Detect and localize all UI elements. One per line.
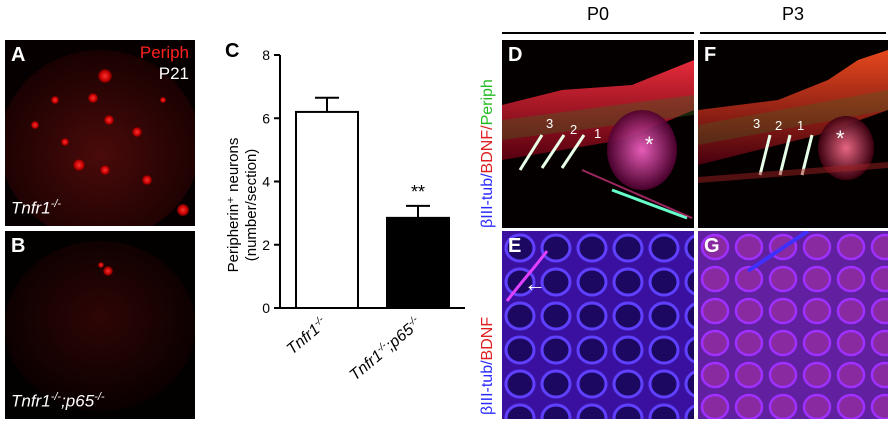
panel-g-micrograph: G — [698, 231, 888, 419]
panel-d-num-1: 1 — [594, 126, 602, 141]
x-tick-label-2: Tnfr1-/-;p65-/- — [346, 314, 425, 384]
panel-c-bar-chart: Peripherin⁺ neurons (number/section) 0 2 4… — [225, 47, 465, 384]
panel-e-arrow: ← — [524, 271, 546, 296]
panel-a-genotype-base: Tnfr1 — [11, 198, 51, 218]
side-label-part-5: Periph — [479, 79, 496, 125]
panel-f-num-2: 2 — [775, 118, 783, 133]
panel-f-num-3: 3 — [753, 116, 761, 131]
panel-a-micrograph: A Periph P21 Tnfr1-/- — [5, 40, 195, 226]
svg-text:Tnfr1-/-: Tnfr1-/- — [283, 314, 331, 358]
side-label-part-3: BDNF — [479, 130, 496, 174]
y-tick-label: 6 — [262, 110, 270, 126]
panel-b-genotype: Tnfr1-/-;p65-/- — [11, 391, 105, 412]
panel-e-micrograph: E ← — [502, 231, 694, 419]
svg-text:Tnfr1-/-;p65-/-: Tnfr1-/-;p65-/- — [346, 314, 425, 384]
side-label-part-2: / — [479, 173, 496, 178]
panel-a-genotype-sup: -/- — [50, 198, 62, 210]
side-label-top-text: βIII-tub/BDNF/Periph — [479, 79, 496, 228]
side-label-part-3: BDNF — [479, 317, 496, 361]
panel-d-letter: D — [508, 44, 523, 66]
panel-a-age-label: P21 — [158, 64, 189, 83]
panel-b-genotype-p65: ;p65 — [61, 391, 95, 411]
y-axis-title-line1: Peripherin⁺ neurons — [225, 138, 242, 273]
panel-e-letter: E — [508, 235, 522, 257]
y-axis-title: Peripherin⁺ neurons (number/section) — [225, 138, 260, 273]
panel-d-num-2: 2 — [570, 122, 578, 137]
column-header-p0-line — [502, 32, 694, 34]
panel-c-letter: C — [225, 40, 240, 62]
panel-a-letter: A — [11, 44, 26, 66]
side-label-bottom-text: βIII-tub/BDNF — [479, 317, 496, 415]
significance-marker: ** — [411, 182, 425, 202]
side-label-part-1: βIII-tub — [479, 365, 496, 415]
side-label-bottom: βIII-tub/BDNF — [479, 317, 496, 415]
column-header-p0: P0 — [586, 4, 610, 24]
panel-f-micrograph: F 3 2 1 * — [698, 40, 888, 228]
panel-g-letter: G — [704, 235, 720, 257]
panel-b-genotype-base: Tnfr1 — [11, 391, 51, 411]
panel-d-num-3: 3 — [546, 116, 554, 131]
panel-a-genotype: Tnfr1-/- — [11, 198, 61, 219]
side-label-part-4: / — [479, 125, 496, 130]
panel-b-letter: B — [11, 235, 26, 257]
y-axis-ticks: 0 2 4 6 8 — [262, 47, 280, 316]
panel-b-genotype-sup-2: -/- — [94, 391, 105, 403]
side-label-part-2: / — [479, 360, 496, 365]
y-tick-label: 8 — [262, 47, 270, 63]
panel-d-micrograph: D 3 2 1 * — [502, 40, 694, 228]
panel-d-star: * — [645, 132, 654, 157]
y-tick-label: 2 — [262, 237, 270, 253]
y-axis-title-line2: (number/section) — [243, 149, 260, 262]
panel-b-image — [5, 231, 195, 419]
panel-f-star: * — [836, 126, 845, 151]
panel-g-image — [698, 231, 888, 419]
bar-2 — [386, 216, 450, 309]
panel-f-num-1: 1 — [797, 118, 805, 133]
panel-b-genotype-sup-1: -/- — [50, 391, 62, 403]
y-tick-label: 0 — [262, 300, 270, 316]
panel-d-image — [502, 40, 694, 228]
panel-a-stain-label: Periph — [139, 43, 189, 62]
panel-e-image — [502, 231, 694, 419]
bars-group — [295, 96, 450, 309]
bar-1 — [295, 110, 359, 309]
y-tick-label: 4 — [262, 174, 270, 190]
side-label-top: βIII-tub/BDNF/Periph — [479, 79, 496, 228]
panel-f-image — [698, 40, 888, 228]
panel-a-image — [5, 40, 195, 226]
x-tick-label-1: Tnfr1-/- — [283, 314, 331, 358]
column-header-p3-line — [700, 32, 886, 34]
panel-f-letter: F — [704, 44, 717, 66]
column-header-p3: P3 — [781, 4, 805, 24]
side-label-part-1: βIII-tub — [479, 178, 496, 228]
panel-b-micrograph: B Tnfr1-/-;p65-/- — [5, 231, 195, 419]
